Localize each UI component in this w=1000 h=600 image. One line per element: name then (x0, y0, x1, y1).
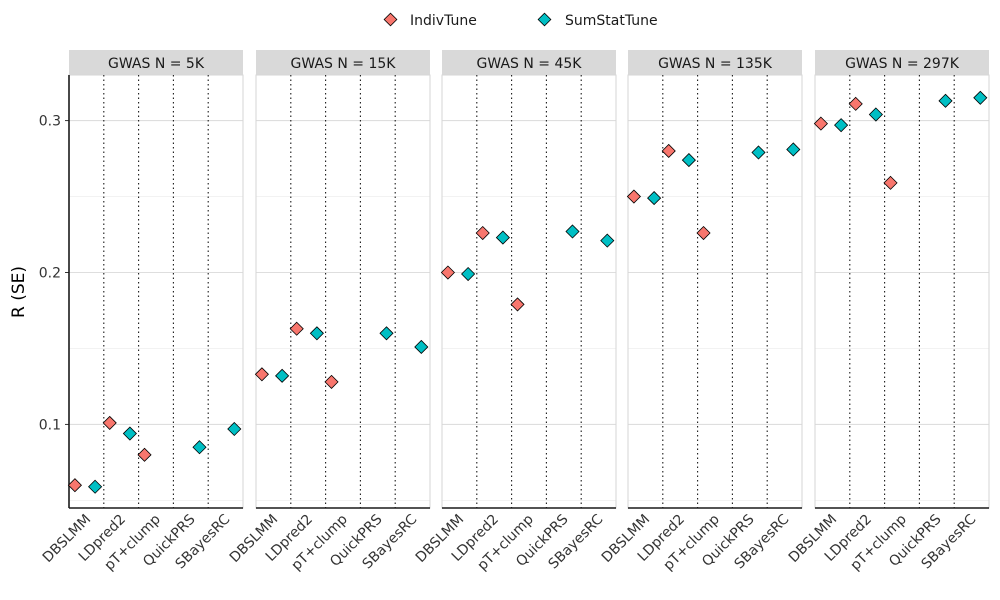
legend-marker-sumstattune (537, 12, 552, 27)
data-point-sumstattune (379, 326, 394, 341)
facet-strip-label: GWAS N = 45K (477, 56, 583, 72)
legend-label-sumstattune: SumStatTune (565, 13, 658, 29)
facet-panel: GWAS N = 135KDBSLMMLDpred2pT+clumpQuickP… (599, 50, 803, 574)
y-tick-label: 0.2 (39, 266, 61, 282)
data-point-indivtune (883, 175, 898, 190)
y-axis-title: R (SE) (9, 266, 29, 318)
facet-panel: GWAS N = 5KDBSLMMLDpred2pT+clumpQuickPRS… (40, 50, 244, 574)
panel-border (441, 74, 617, 509)
data-point-indivtune (696, 225, 711, 241)
facet-strip (69, 50, 243, 75)
y-tick-label: 0.1 (39, 417, 61, 433)
data-point-indivtune (848, 96, 863, 111)
legend-item-sumstattune: SumStatTune (537, 12, 658, 29)
data-point-sumstattune (414, 339, 429, 355)
data-point-indivtune (324, 374, 339, 389)
panel-border (627, 74, 803, 509)
legend-label-indivtune: IndivTune (410, 13, 477, 29)
data-point-sumstattune (309, 326, 324, 341)
facet-panel: GWAS N = 45KDBSLMMLDpred2pT+clumpQuickPR… (413, 50, 617, 574)
data-point-sumstattune (227, 421, 242, 437)
data-point-sumstattune (938, 93, 953, 108)
data-point-sumstattune (786, 142, 801, 157)
facet-strip-label: GWAS N = 5K (108, 56, 205, 72)
data-point-sumstattune (600, 233, 615, 248)
y-tick-label: 0.3 (39, 114, 61, 130)
facet-strip (628, 50, 802, 75)
data-point-indivtune (254, 367, 269, 382)
legend: IndivTune SumStatTune (383, 12, 658, 29)
data-point-indivtune (440, 265, 455, 280)
data-point-sumstattune (88, 479, 103, 494)
facet-strip (256, 50, 430, 75)
facet-strip-label: GWAS N = 15K (291, 56, 397, 72)
facet-strip (815, 50, 989, 75)
facet-strip-label: GWAS N = 135K (658, 56, 773, 72)
data-point-sumstattune (495, 230, 510, 245)
data-point-sumstattune (973, 90, 988, 105)
data-point-sumstattune (192, 440, 207, 455)
panel-border (814, 74, 990, 509)
facet-panel: GWAS N = 297KDBSLMMLDpred2pT+clumpQuickP… (786, 50, 990, 574)
data-point-indivtune (510, 297, 525, 312)
data-point-sumstattune (275, 368, 290, 383)
data-point-indivtune (661, 143, 676, 159)
data-point-sumstattune (834, 118, 849, 133)
panel-border (255, 74, 431, 509)
data-point-sumstattune (681, 153, 696, 168)
legend-item-indivtune: IndivTune (383, 12, 477, 29)
facet-strip (442, 50, 616, 75)
data-point-indivtune (137, 447, 152, 462)
data-point-indivtune (289, 321, 304, 336)
data-point-sumstattune (647, 190, 662, 206)
data-point-indivtune (813, 116, 828, 131)
panel-border (68, 74, 244, 509)
data-point-sumstattune (122, 426, 137, 441)
facet-panel: GWAS N = 15KDBSLMMLDpred2pT+clumpQuickPR… (227, 50, 431, 574)
facet-strip-label: GWAS N = 297K (845, 56, 960, 72)
legend-marker-indivtune (383, 12, 398, 27)
data-point-indivtune (67, 478, 82, 493)
data-point-sumstattune (461, 266, 476, 282)
data-point-indivtune (626, 189, 641, 204)
data-point-indivtune (102, 415, 117, 430)
data-point-sumstattune (565, 224, 580, 239)
data-point-indivtune (475, 225, 490, 241)
data-point-sumstattune (751, 145, 766, 160)
data-point-sumstattune (868, 107, 883, 122)
